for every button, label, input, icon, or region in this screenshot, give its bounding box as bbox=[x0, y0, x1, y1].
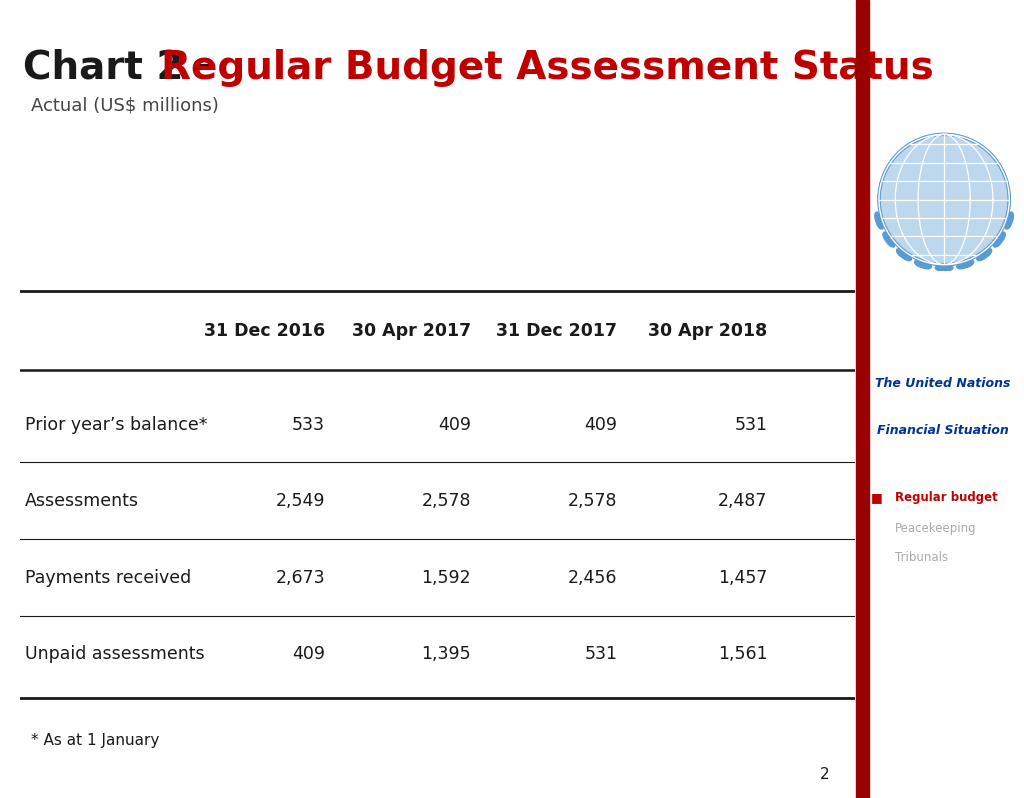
Ellipse shape bbox=[1006, 211, 1014, 225]
Ellipse shape bbox=[899, 251, 912, 262]
Text: * As at 1 January: * As at 1 January bbox=[31, 733, 159, 748]
Text: 409: 409 bbox=[438, 416, 471, 434]
Text: Regular budget: Regular budget bbox=[895, 492, 997, 504]
Text: 531: 531 bbox=[734, 416, 767, 434]
Ellipse shape bbox=[961, 259, 975, 268]
Circle shape bbox=[879, 134, 1010, 265]
Text: 1,592: 1,592 bbox=[422, 569, 471, 587]
Text: 30 Apr 2018: 30 Apr 2018 bbox=[648, 322, 767, 340]
Ellipse shape bbox=[995, 231, 1006, 244]
Text: 2,456: 2,456 bbox=[567, 569, 617, 587]
Text: 1,561: 1,561 bbox=[718, 645, 767, 663]
Text: 2,578: 2,578 bbox=[422, 492, 471, 510]
Text: Financial Situation: Financial Situation bbox=[877, 425, 1009, 437]
Text: Regular Budget Assessment Status: Regular Budget Assessment Status bbox=[161, 49, 934, 87]
Text: ■: ■ bbox=[871, 492, 883, 504]
Ellipse shape bbox=[980, 248, 992, 259]
Ellipse shape bbox=[874, 211, 883, 225]
Text: 2,673: 2,673 bbox=[275, 569, 325, 587]
Ellipse shape bbox=[935, 264, 949, 272]
Text: The United Nations: The United Nations bbox=[874, 377, 1011, 389]
Text: 409: 409 bbox=[292, 645, 325, 663]
Ellipse shape bbox=[876, 216, 885, 230]
Text: 31 Dec 2017: 31 Dec 2017 bbox=[497, 322, 617, 340]
Text: Chart 2 -: Chart 2 - bbox=[23, 49, 226, 87]
Text: 2,549: 2,549 bbox=[275, 492, 325, 510]
Ellipse shape bbox=[956, 261, 970, 270]
Ellipse shape bbox=[919, 261, 932, 270]
Text: 1,457: 1,457 bbox=[718, 569, 767, 587]
Text: Actual (US$ millions): Actual (US$ millions) bbox=[31, 97, 218, 114]
Text: Assessments: Assessments bbox=[25, 492, 138, 510]
Text: 2: 2 bbox=[820, 767, 829, 781]
Text: 2,487: 2,487 bbox=[718, 492, 767, 510]
Text: Prior year’s balance*: Prior year’s balance* bbox=[25, 416, 207, 434]
Text: Tribunals: Tribunals bbox=[895, 551, 948, 564]
Ellipse shape bbox=[883, 231, 893, 244]
Ellipse shape bbox=[939, 264, 953, 272]
Text: Unpaid assessments: Unpaid assessments bbox=[25, 645, 204, 663]
Text: 31 Dec 2016: 31 Dec 2016 bbox=[204, 322, 325, 340]
Ellipse shape bbox=[896, 248, 908, 259]
Text: Payments received: Payments received bbox=[25, 569, 190, 587]
Ellipse shape bbox=[976, 251, 989, 262]
Ellipse shape bbox=[1004, 216, 1013, 230]
Text: Peacekeeping: Peacekeeping bbox=[895, 522, 977, 535]
Text: 533: 533 bbox=[292, 416, 325, 434]
Ellipse shape bbox=[992, 235, 1004, 247]
Text: 30 Apr 2017: 30 Apr 2017 bbox=[352, 322, 471, 340]
Text: 409: 409 bbox=[584, 416, 617, 434]
Text: 1,395: 1,395 bbox=[422, 645, 471, 663]
Text: 531: 531 bbox=[584, 645, 617, 663]
Text: 2,578: 2,578 bbox=[567, 492, 617, 510]
Ellipse shape bbox=[885, 235, 896, 247]
Ellipse shape bbox=[913, 259, 928, 268]
